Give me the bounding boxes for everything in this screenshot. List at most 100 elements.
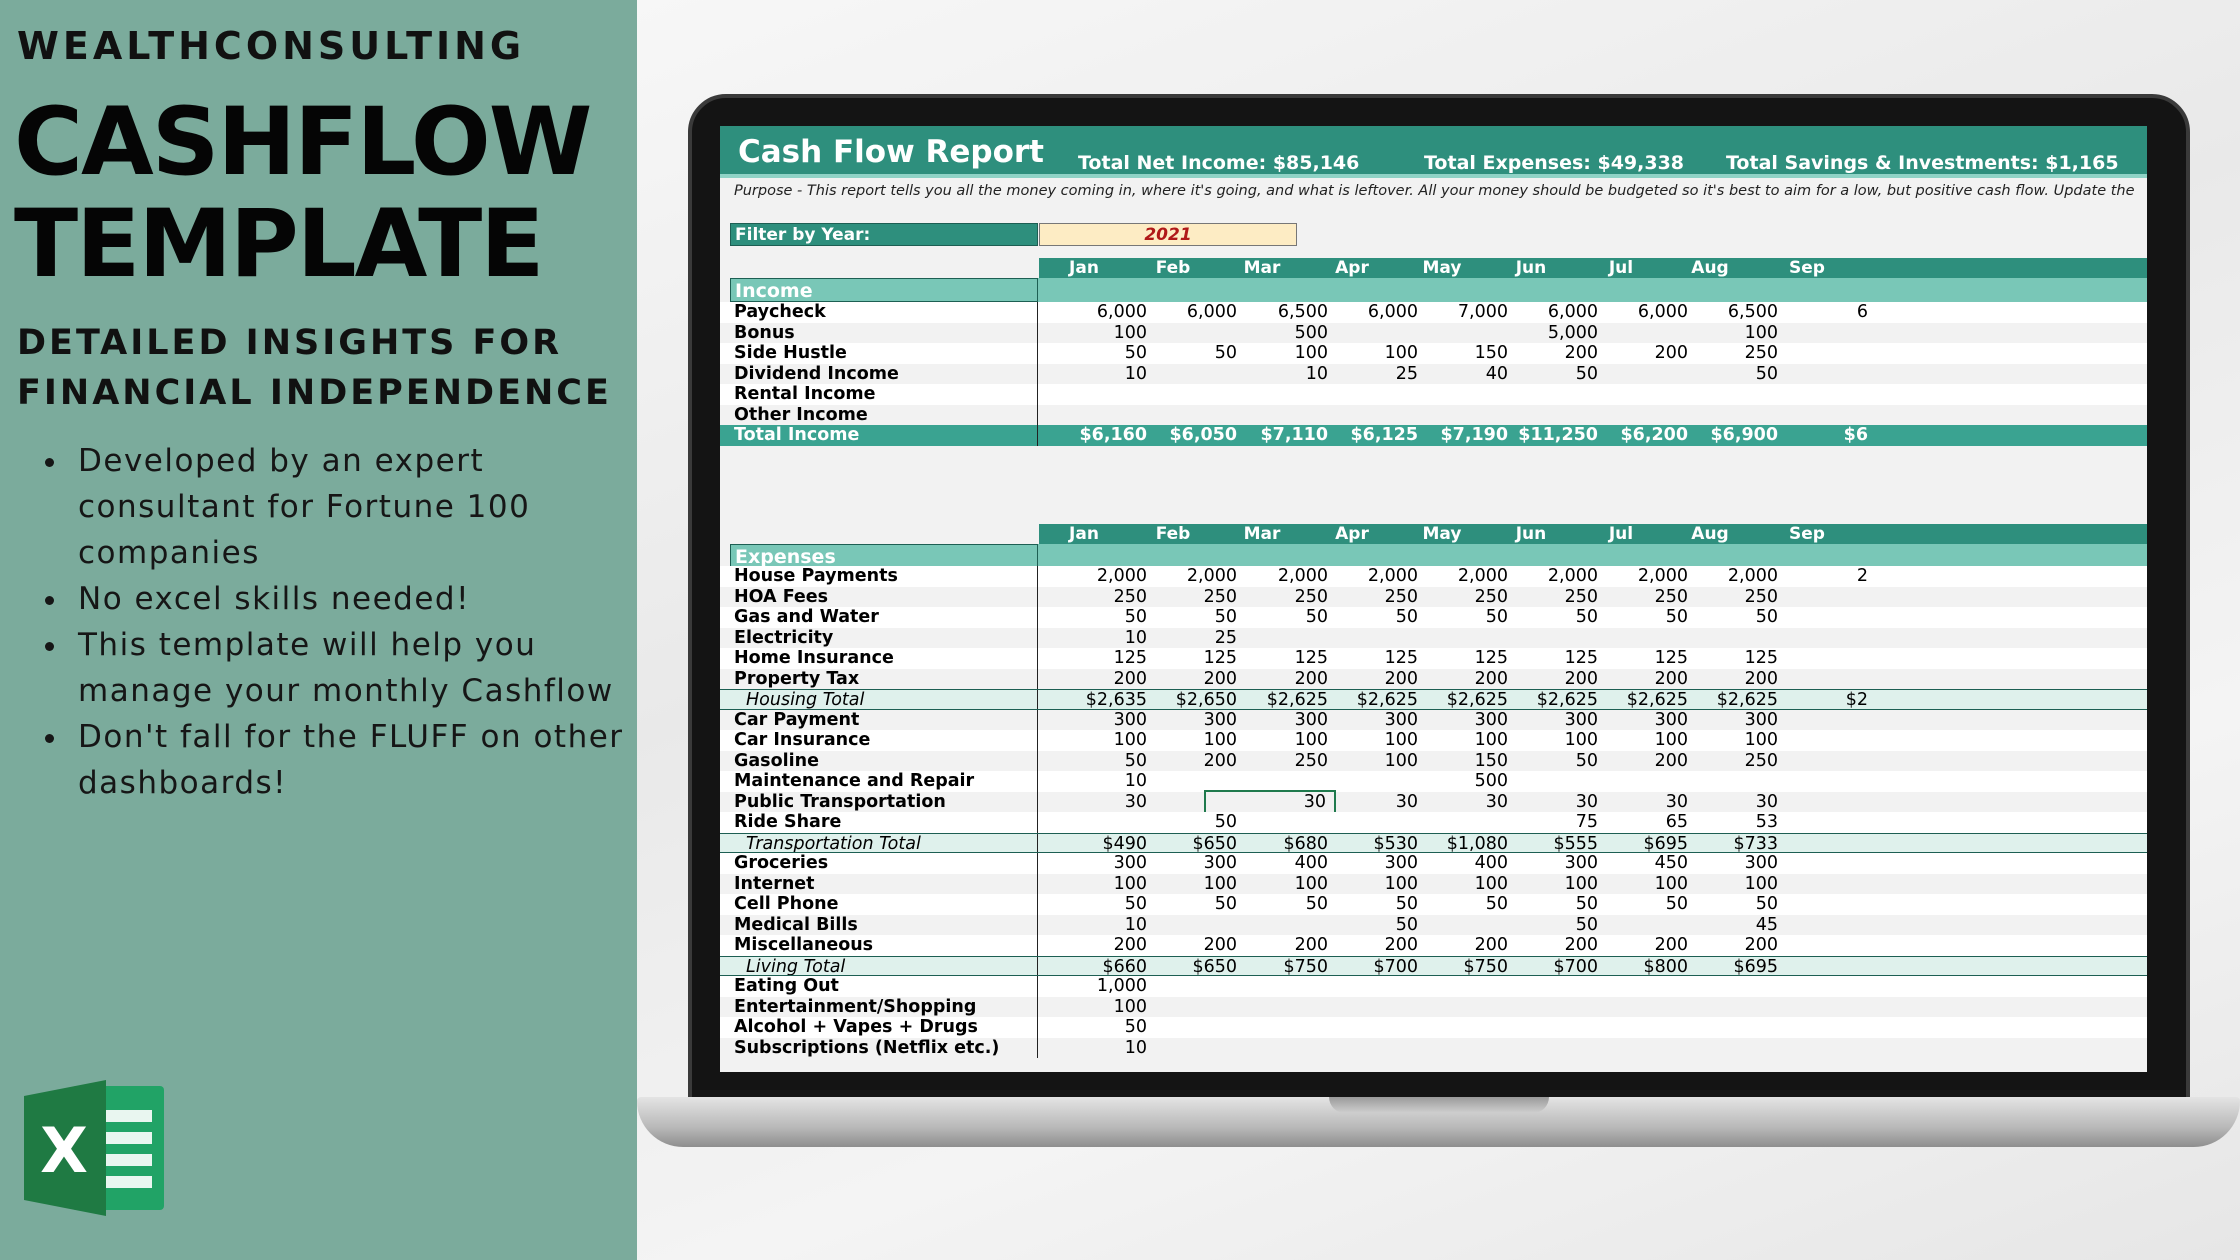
row-label[interactable]: Other Income (730, 404, 1038, 425)
value-cell[interactable] (1748, 587, 1868, 608)
value-cell[interactable]: 100 (1113, 322, 1147, 343)
row-label[interactable]: Dividend Income (730, 363, 1038, 384)
value-cell[interactable] (1748, 874, 1868, 895)
value-cell[interactable] (1748, 710, 1868, 731)
value-cell[interactable] (1748, 812, 1868, 833)
value-cell[interactable]: 50 (1214, 812, 1237, 832)
value-cell[interactable]: 300 (1113, 709, 1147, 730)
value-cell[interactable]: 2,000 (1547, 566, 1598, 586)
row-label[interactable]: Side Hustle (730, 343, 1038, 364)
value-cell[interactable]: 200 (1744, 668, 1778, 689)
value-cell[interactable]: 250 (1474, 586, 1508, 607)
value-cell[interactable] (1748, 730, 1868, 751)
value-cell[interactable]: 25 (1395, 363, 1418, 384)
value-cell[interactable]: 100 (1384, 730, 1418, 750)
value-cell[interactable]: 10 (1124, 1037, 1147, 1058)
value-cell[interactable]: 250 (1744, 343, 1778, 363)
row-label[interactable]: Miscellaneous (730, 935, 1038, 956)
value-cell[interactable]: 125 (1203, 648, 1237, 668)
value-cell[interactable]: 50 (1214, 607, 1237, 627)
value-cell[interactable] (1748, 976, 1868, 997)
value-cell[interactable]: 200 (1384, 668, 1418, 689)
value-cell[interactable]: 100 (1294, 343, 1328, 363)
value-cell[interactable]: $660 (1102, 956, 1147, 977)
row-label[interactable]: House Payments (730, 566, 1038, 587)
value-cell[interactable]: 50 (1485, 607, 1508, 627)
value-cell[interactable]: 200 (1113, 935, 1147, 955)
value-cell[interactable] (1748, 751, 1868, 772)
value-cell[interactable]: $555 (1553, 833, 1598, 854)
value-cell[interactable]: 400 (1474, 853, 1508, 873)
value-cell[interactable] (1748, 834, 1868, 853)
value-cell[interactable]: 7,000 (1457, 302, 1508, 322)
value-cell[interactable] (1748, 1017, 1868, 1038)
value-cell[interactable]: 200 (1384, 935, 1418, 955)
row-label[interactable]: Living Total (730, 956, 1038, 975)
value-cell[interactable]: 125 (1744, 648, 1778, 668)
value-cell[interactable]: 6 (1856, 302, 1868, 322)
value-cell[interactable]: 200 (1564, 668, 1598, 689)
value-cell[interactable]: 10 (1124, 914, 1147, 935)
value-cell[interactable]: 30 (1395, 791, 1418, 812)
value-cell[interactable] (1748, 957, 1868, 976)
value-cell[interactable]: $6,050 (1169, 425, 1237, 445)
value-cell[interactable]: $6,900 (1710, 425, 1778, 445)
value-cell[interactable]: $1,080 (1446, 833, 1508, 854)
value-cell[interactable]: $2 (1845, 690, 1868, 710)
value-cell[interactable] (1748, 894, 1868, 915)
value-cell[interactable]: 2,000 (1637, 566, 1688, 586)
value-cell[interactable]: 30 (1204, 789, 1336, 814)
value-cell[interactable]: 50 (1755, 607, 1778, 627)
row-label[interactable]: Property Tax (730, 668, 1038, 689)
value-cell[interactable] (1748, 648, 1868, 669)
row-label[interactable]: Groceries (730, 853, 1038, 874)
value-cell[interactable]: 100 (1474, 873, 1508, 894)
value-cell[interactable]: 100 (1113, 730, 1147, 750)
value-cell[interactable]: 50 (1305, 607, 1328, 627)
value-cell[interactable]: 50 (1485, 894, 1508, 914)
value-cell[interactable]: 300 (1384, 709, 1418, 730)
value-cell[interactable]: 50 (1575, 607, 1598, 627)
row-label[interactable]: Gasoline (730, 750, 1038, 771)
value-cell[interactable]: 100 (1384, 873, 1418, 894)
value-cell[interactable] (1748, 343, 1868, 364)
value-cell[interactable]: 65 (1665, 812, 1688, 832)
value-cell[interactable]: $695 (1643, 833, 1688, 854)
value-cell[interactable]: 100 (1654, 873, 1688, 894)
value-cell[interactable]: $6,125 (1350, 425, 1418, 445)
value-cell[interactable]: $650 (1192, 833, 1237, 854)
value-cell[interactable]: $490 (1102, 833, 1147, 854)
value-cell[interactable]: 6,500 (1277, 302, 1328, 322)
value-cell[interactable]: 40 (1485, 363, 1508, 384)
value-cell[interactable]: 50 (1665, 894, 1688, 914)
value-cell[interactable]: 200 (1203, 668, 1237, 689)
value-cell[interactable]: 200 (1654, 750, 1688, 771)
value-cell[interactable]: 100 (1294, 730, 1328, 750)
row-label[interactable]: Housing Total (730, 690, 1038, 709)
row-label[interactable]: Home Insurance (730, 648, 1038, 669)
value-cell[interactable]: $2,625 (1536, 690, 1598, 710)
value-cell[interactable]: 30 (1575, 791, 1598, 812)
row-label[interactable]: Internet (730, 873, 1038, 894)
value-cell[interactable]: 200 (1564, 935, 1598, 955)
value-cell[interactable]: $650 (1192, 956, 1237, 977)
row-label[interactable]: Bonus (730, 322, 1038, 343)
value-cell[interactable]: $750 (1283, 956, 1328, 977)
value-cell[interactable]: 200 (1654, 935, 1688, 955)
filter-year-cell[interactable]: 2021 (1039, 223, 1297, 246)
value-cell[interactable]: 6,000 (1367, 302, 1418, 322)
value-cell[interactable]: 100 (1294, 873, 1328, 894)
value-cell[interactable]: 250 (1384, 586, 1418, 607)
value-cell[interactable]: 50 (1575, 894, 1598, 914)
value-cell[interactable]: 50 (1575, 363, 1598, 384)
value-cell[interactable]: 250 (1294, 586, 1328, 607)
value-cell[interactable]: $2,625 (1626, 690, 1688, 710)
value-cell[interactable]: 100 (1384, 343, 1418, 363)
value-cell[interactable]: $6,160 (1079, 425, 1147, 445)
value-cell[interactable]: 2,000 (1186, 566, 1237, 586)
value-cell[interactable]: 50 (1124, 343, 1147, 363)
value-cell[interactable]: 10 (1124, 627, 1147, 648)
value-cell[interactable]: 75 (1575, 812, 1598, 832)
value-cell[interactable]: 50 (1395, 914, 1418, 935)
value-cell[interactable]: 50 (1124, 894, 1147, 914)
